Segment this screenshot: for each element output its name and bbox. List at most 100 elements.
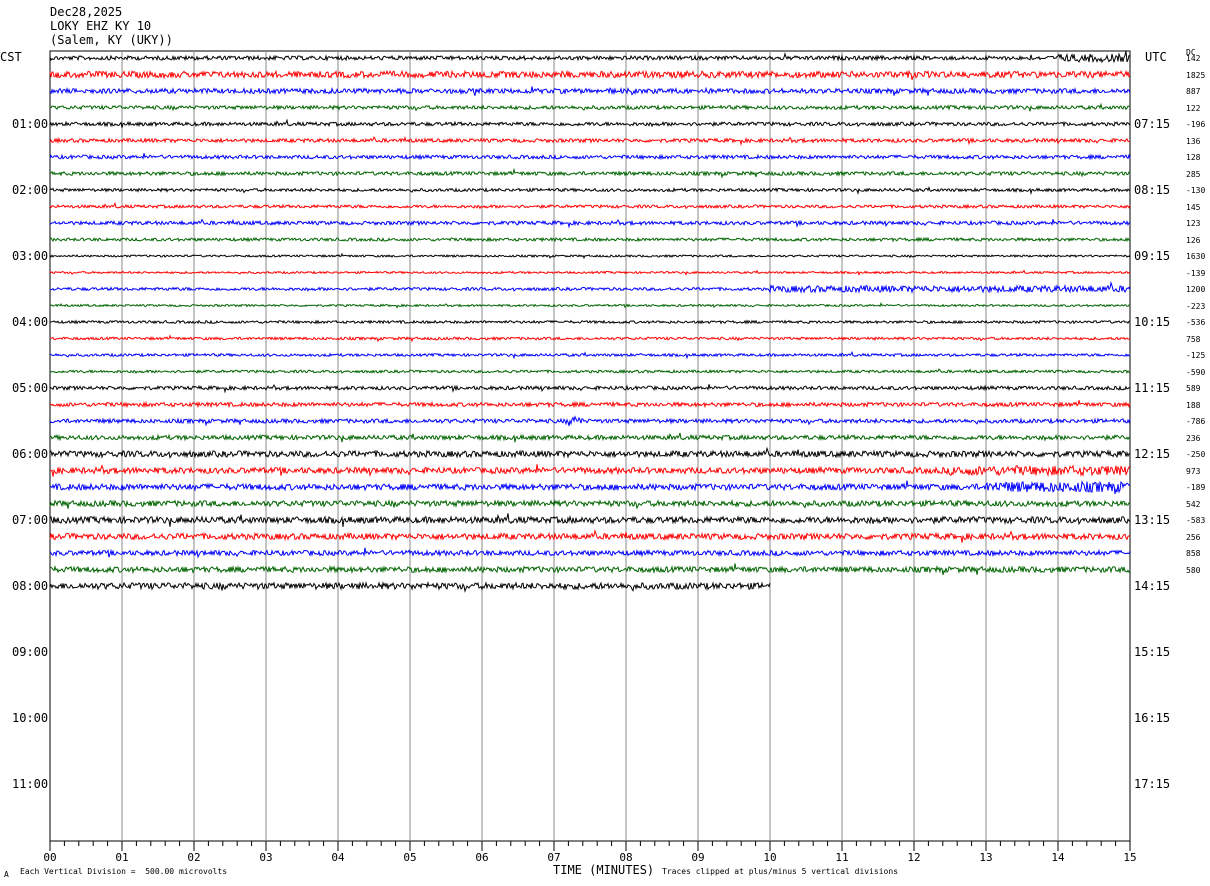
dc-offset-label: -130: [1186, 186, 1206, 195]
seismic-trace: [49, 153, 1131, 161]
hour-label-cst: 09:00: [12, 645, 49, 659]
dc-offset-label: 973: [1186, 466, 1201, 476]
seismic-trace: [50, 432, 1131, 443]
hour-label-utc: 10:15: [1134, 315, 1171, 329]
dc-offset-label: 589: [1186, 384, 1201, 393]
seismic-trace: [49, 319, 1131, 325]
seismic-trace: [49, 350, 1131, 360]
seismic-trace: [49, 563, 1131, 576]
hour-label-utc: 15:15: [1134, 645, 1171, 659]
hour-label-cst: 07:00: [12, 513, 49, 527]
seismic-trace: [49, 69, 1131, 80]
seismic-trace: [49, 384, 1131, 394]
seismic-trace: [49, 118, 1131, 128]
dc-offset-label: -536: [1186, 318, 1206, 327]
header-station: LOKY EHZ KY 10: [50, 19, 152, 33]
seismic-trace: [49, 400, 1131, 409]
dc-offset-label: -786: [1186, 417, 1206, 426]
dc-offset-label: 256: [1186, 532, 1201, 542]
dc-offset-label: 128: [1186, 153, 1201, 162]
dc-offset-label: -590: [1186, 367, 1206, 377]
hour-label-cst: 01:00: [12, 117, 49, 131]
hour-label-cst: 05:00: [12, 381, 49, 395]
dc-offset-label: 858: [1186, 549, 1201, 558]
dc-offset-label: 887: [1186, 87, 1201, 96]
left-timezone-label: CST: [0, 50, 22, 64]
dc-offset-label: 236: [1186, 433, 1201, 443]
hour-label-cst: 02:00: [12, 183, 49, 197]
hour-label-utc: 08:15: [1134, 183, 1171, 197]
seismic-trace: [49, 464, 1131, 478]
dc-offset-label: 758: [1186, 334, 1201, 344]
hour-label-cst: 06:00: [12, 447, 49, 461]
seismic-trace: [49, 581, 771, 593]
corner-mark: A: [4, 870, 9, 879]
hour-label-cst: 11:00: [12, 777, 49, 791]
seismic-trace: [49, 102, 1131, 112]
dc-offset-label: 122: [1186, 103, 1201, 113]
hour-label-cst: 04:00: [12, 315, 49, 329]
right-timezone-label: UTC: [1145, 50, 1167, 64]
x-tick-label: 04: [331, 851, 345, 864]
dc-offset-label: -125: [1186, 351, 1206, 360]
hour-label-utc: 09:15: [1134, 249, 1171, 263]
dc-offset-label: -196: [1186, 120, 1206, 129]
dc-offset-label: 123: [1186, 219, 1201, 228]
x-tick-label: 03: [259, 851, 273, 864]
seismic-trace: [49, 185, 1131, 196]
seismic-trace: [49, 513, 1131, 527]
seismic-trace: [49, 446, 1131, 459]
hour-label-utc: 17:15: [1134, 777, 1171, 791]
dc-offset-label: 1200: [1186, 285, 1206, 294]
seismic-trace: [49, 547, 1131, 559]
seismic-trace: [49, 50, 1131, 64]
hour-label-cst: 03:00: [12, 249, 49, 263]
x-tick-label: 01: [115, 851, 129, 864]
seismic-trace: [49, 302, 1131, 309]
x-tick-label: 02: [187, 851, 201, 864]
dc-offset-label: -189: [1186, 483, 1206, 492]
seismic-trace: [49, 498, 1131, 510]
hour-label-utc: 11:15: [1134, 381, 1171, 395]
seismic-trace: [49, 135, 1131, 147]
dc-offset-label: -223: [1186, 301, 1206, 311]
x-tick-label: 06: [475, 851, 489, 864]
dc-offset-label: 126: [1186, 235, 1201, 245]
dc-offset-label: 188: [1186, 400, 1201, 410]
header-date: Dec28,2025: [50, 5, 123, 19]
x-tick-label: 12: [907, 851, 921, 864]
seismic-trace: [49, 86, 1131, 96]
seismic-trace: [49, 269, 1131, 276]
seismic-trace: [49, 368, 1130, 374]
dc-offset-label: 285: [1186, 169, 1201, 179]
x-tick-label: 09: [691, 851, 705, 864]
dc-offset-label: -250: [1186, 450, 1206, 459]
hour-label-utc: 14:15: [1134, 579, 1171, 593]
dc-header-label: DC: [1186, 48, 1196, 57]
dc-offset-label: -583: [1186, 516, 1206, 525]
seismic-trace: [49, 415, 1131, 427]
hour-label-utc: 12:15: [1134, 447, 1171, 461]
plot-frame: [49, 50, 1131, 842]
x-tick-label: 07: [547, 851, 561, 864]
hour-label-utc: 16:15: [1134, 711, 1171, 725]
header-location: (Salem, KY (UKY)): [50, 33, 173, 47]
seismic-trace: [50, 334, 1131, 343]
dc-offset-label: 136: [1186, 136, 1201, 146]
x-tick-label: 15: [1123, 851, 1137, 864]
x-tick-label: 08: [619, 851, 633, 864]
x-tick-label: 05: [403, 851, 417, 864]
seismic-trace: [49, 529, 1130, 543]
seismic-trace: [49, 218, 1131, 229]
dc-offset-label: 542: [1186, 499, 1201, 509]
x-tick-label: 11: [835, 851, 849, 864]
seismic-trace: [50, 167, 1131, 179]
clip-note: Traces clipped at plus/minus 5 vertical …: [662, 867, 899, 876]
x-tick-label: 10: [763, 851, 777, 864]
seismic-trace: [49, 280, 1131, 295]
dc-offset-label: 580: [1186, 565, 1201, 575]
hour-label-cst: 08:00: [12, 579, 49, 593]
seismic-trace: [49, 201, 1131, 210]
scale-note: Each Vertical Division = 500.00 microvol…: [20, 867, 228, 876]
